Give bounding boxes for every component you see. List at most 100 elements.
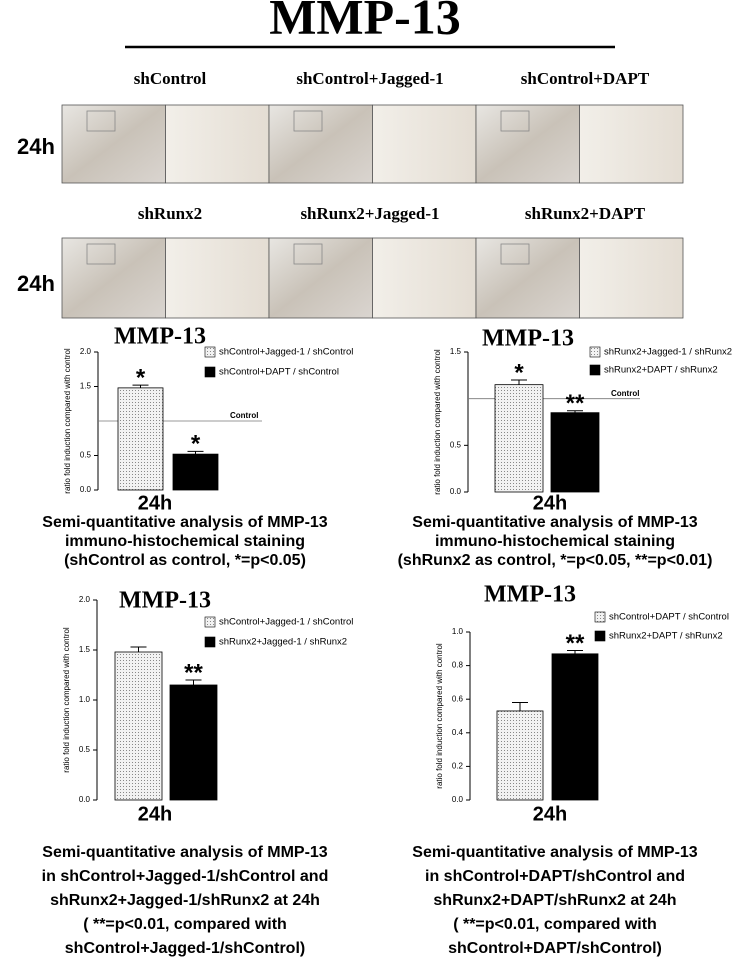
y-tick-label: 1.0 [79,695,91,704]
legend-label: shRunx2+DAPT / shRunx2 [604,365,718,376]
condition-label: shRunx2+Jagged-1 [300,204,439,223]
error-bar [132,384,149,388]
zoom-box [293,243,323,265]
bar [550,412,600,493]
y-axis-label: ratio fold induction compared with contr… [435,643,444,789]
y-tick-label: 1.5 [80,382,92,391]
chart: MMP-13 ratio fold induction compared with… [398,326,732,570]
caption-line: immuno-histochemical staining [65,533,305,550]
reference-label: Control [611,389,639,398]
histology-image [579,104,684,184]
histology-image [61,237,166,319]
chart: MMP-13 ratio fold induction compared with… [42,588,354,958]
bar [551,653,599,801]
x-axis-label: 24h [533,492,567,514]
error-bar [185,679,202,685]
error-bar [512,702,528,711]
y-tick-label: 1.0 [452,627,464,636]
condition-label: shRunx2 [138,204,202,223]
caption-line: Semi-quantitative analysis of MMP-13 [42,514,328,531]
caption-line: shControl+Jagged-1/shControl) [65,940,305,957]
bar [494,384,544,493]
significance-label: ** [184,659,203,686]
caption-line: in shControl+Jagged-1/shControl and [42,868,329,885]
caption-line: (shRunx2 as control, *=p<0.05, **=p<0.01… [398,552,713,569]
caption-line: (shControl as control, *=p<0.05) [64,552,306,569]
figure-title: MMP-13 [269,0,461,44]
condition-label: shRunx2+DAPT [525,204,646,223]
significance-label: ** [566,630,585,657]
histology-image [475,237,580,319]
reference-label: Control [230,411,258,420]
bar [169,684,218,801]
caption-line: ( **=p<0.01, compared with [83,916,287,933]
y-tick-label: 2.0 [79,595,91,604]
caption-line: Semi-quantitative analysis of MMP-13 [42,844,328,861]
legend-swatch [204,616,216,628]
photo-rows: shControl shControl+Jagged-1 shControl+DAP… [17,69,684,319]
bar [172,453,219,491]
y-axis-label: ratio fold induction compared with contr… [62,627,71,773]
legend-swatch [594,611,606,623]
y-tick-label: 0.8 [452,661,464,670]
y-tick-label: 0.6 [452,694,464,703]
caption-line: shControl+DAPT/shControl) [448,940,662,957]
histology-image [165,237,270,319]
y-tick-label: 0.0 [452,795,464,804]
y-tick-label: 2.0 [80,347,92,356]
significance-label: * [514,359,524,386]
chart-title: MMP-13 [482,326,574,352]
error-bar [130,646,147,652]
error-bar [567,649,583,654]
legend-label: shRunx2+DAPT / shRunx2 [609,631,723,642]
histology-image [165,104,270,184]
y-tick-label: 0.5 [79,745,91,754]
y-tick-label: 0.0 [79,795,91,804]
legend-label: shControl+DAPT / shControl [609,612,729,623]
y-tick-label: 1.5 [450,347,462,356]
caption-line: ( **=p<0.01, compared with [453,916,657,933]
error-bar [567,410,583,413]
x-axis-label: 24h [533,803,567,825]
bar [496,710,544,801]
y-tick-label: 0.5 [450,440,462,449]
zoom-box [500,243,530,265]
chart-title: MMP-13 [119,588,211,614]
y-tick-label: 1.5 [79,645,91,654]
chart-title: MMP-13 [484,582,576,608]
bar [117,387,164,491]
histology-image [372,237,477,319]
condition-label: shControl+DAPT [521,69,650,88]
legend-swatch [589,346,601,358]
histology-image [268,237,373,319]
y-axis-label: ratio fold induction compared with contr… [63,348,72,494]
legend-label: shControl+Jagged-1 / shControl [219,617,353,628]
histology-image [475,104,580,184]
caption-line: shRunx2+DAPT/shRunx2 at 24h [433,892,676,909]
legend-swatch [589,364,601,376]
y-tick-label: 0.2 [452,762,464,771]
legend-label: shRunx2+Jagged-1 / shRunx2 [604,347,732,358]
y-tick-label: 0.0 [450,487,462,496]
legend-swatch [204,636,216,648]
caption-line: immuno-histochemical staining [435,533,675,550]
condition-label: shControl [134,69,207,88]
legend-swatch [594,630,606,642]
condition-label: shControl+Jagged-1 [296,69,443,88]
caption-line: in shControl+DAPT/shControl and [425,868,685,885]
legend-label: shRunx2+Jagged-1 / shRunx2 [219,637,347,648]
zoom-box [86,110,116,132]
caption-line: shRunx2+Jagged-1/shRunx2 at 24h [50,892,320,909]
x-axis-label: 24h [138,803,172,825]
charts: MMP-13 ratio fold induction compared with… [42,324,732,958]
significance-label: * [191,431,201,458]
significance-label: * [136,364,146,391]
legend-label: shControl+DAPT / shControl [219,367,339,378]
y-tick-label: 0.5 [80,451,92,460]
histology-image [372,104,477,184]
histology-image [579,237,684,319]
legend-label: shControl+Jagged-1 / shControl [219,347,353,358]
zoom-box [500,110,530,132]
